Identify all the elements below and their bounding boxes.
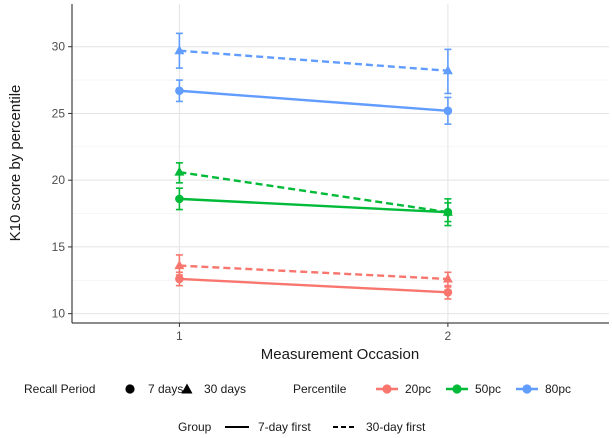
series-50pc-30days xyxy=(174,162,453,227)
data-point-triangle xyxy=(174,260,185,270)
legend-group-title: Group xyxy=(178,420,212,434)
series-line xyxy=(179,49,448,72)
legend-recall-30days-key xyxy=(181,383,193,394)
x-tick-label: 1 xyxy=(176,329,183,343)
series-80pc-30days xyxy=(174,32,453,95)
data-point-circle xyxy=(175,274,184,284)
data-point-triangle xyxy=(442,65,453,75)
y-tick-label: 20 xyxy=(52,173,66,187)
series-line xyxy=(179,197,448,214)
series-line xyxy=(179,170,449,214)
series-line xyxy=(179,89,448,112)
legend-recall-7days-key xyxy=(125,384,135,394)
y-tick-label: 10 xyxy=(52,307,66,321)
legend-recall-30days-label: 30 days xyxy=(204,382,246,396)
y-tick-label: 25 xyxy=(52,106,66,120)
legend-50pc-label: 50pc xyxy=(475,382,501,396)
legend-20pc-label: 20pc xyxy=(405,382,431,396)
legend-80pc-label: 80pc xyxy=(545,382,571,396)
y-axis-title: K10 score by percentile xyxy=(7,85,24,242)
series-80pc-7days xyxy=(175,79,453,125)
legend-percentile-title: Percentile xyxy=(293,382,347,396)
legend-20pc-key-dot xyxy=(382,384,392,394)
legend-recall-title: Recall Period xyxy=(24,382,95,396)
data-point-triangle xyxy=(442,206,453,216)
y-tick-label: 15 xyxy=(52,240,66,254)
axes xyxy=(71,4,609,324)
x-tick-label: 2 xyxy=(445,329,452,343)
tick-labels: 10 15 20 25 30 1 2 xyxy=(52,40,452,343)
legend-50pc-key-dot xyxy=(452,384,462,394)
data-point-triangle xyxy=(174,166,185,176)
series-line xyxy=(179,277,448,294)
legend: Recall Period 7 days 30 days Percentile … xyxy=(24,382,571,434)
data-point-circle xyxy=(443,288,453,297)
legend-group-30day-label: 30-day first xyxy=(366,420,426,434)
legend-recall-7days-label: 7 days xyxy=(148,382,183,396)
legend-group-7day-label: 7-day first xyxy=(258,420,311,434)
data-point-triangle xyxy=(442,273,453,283)
series-layer xyxy=(174,32,453,300)
legend-80pc-key-dot xyxy=(522,384,532,394)
data-point-circle xyxy=(175,194,184,204)
series-20pc-30days xyxy=(174,254,453,288)
data-point-circle xyxy=(443,106,453,116)
data-point-circle xyxy=(175,86,184,96)
data-point-triangle xyxy=(174,45,185,55)
grid xyxy=(72,4,609,323)
x-axis-title: Measurement Occasion xyxy=(261,346,419,363)
y-tick-label: 30 xyxy=(52,40,66,54)
series-line xyxy=(179,264,448,281)
